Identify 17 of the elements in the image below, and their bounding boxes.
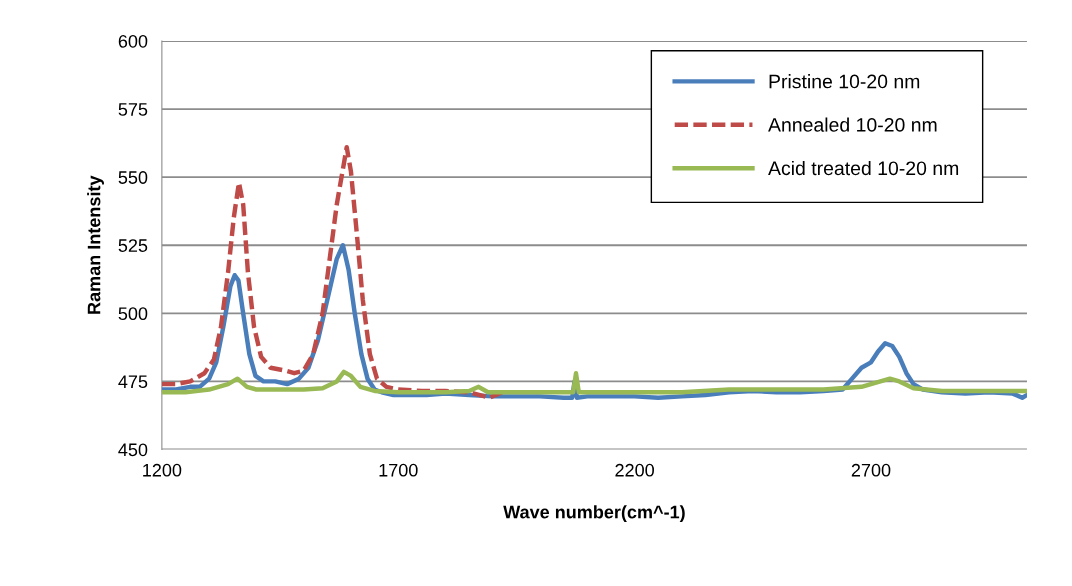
x-tick-label: 2700 — [851, 463, 891, 477]
legend-label: Pristine 10-20 nm — [769, 74, 920, 89]
y-tick-label: 600 — [118, 34, 148, 48]
y-tick-label: 475 — [118, 375, 148, 389]
x-tick-label: 1200 — [143, 463, 182, 477]
line-series — [161, 369, 1027, 395]
legend-label: Acid treated 10-20 nm — [768, 160, 959, 176]
y-tick-label: 575 — [118, 103, 148, 116]
y-tick-label: 550 — [118, 171, 148, 184]
y-tick-label: 450 — [118, 443, 148, 457]
x-tick-label: 1700 — [379, 463, 418, 477]
x-tick-label: 2200 — [615, 463, 654, 477]
y-axis-title: Raman Intensity — [87, 175, 104, 314]
legend-label: Annealed 10-20 nm — [768, 117, 937, 132]
y-tick-label: 500 — [118, 307, 148, 321]
x-axis-title: Wave number(cm^-1) — [503, 505, 685, 523]
y-tick-label: 525 — [118, 239, 148, 252]
